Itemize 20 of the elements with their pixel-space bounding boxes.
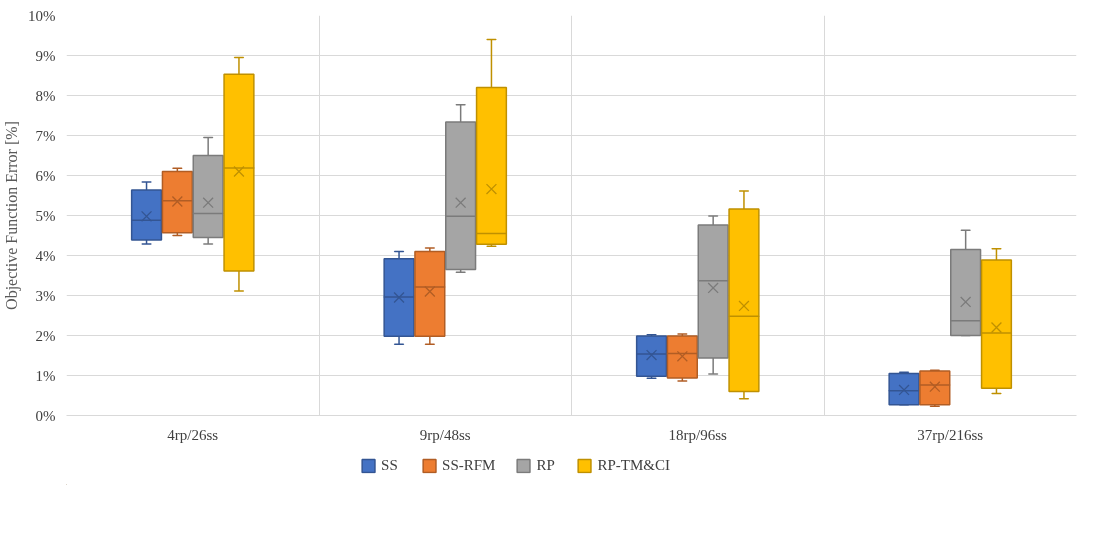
- y-tick-label: 4%: [35, 247, 56, 264]
- y-tick-label: 7%: [35, 127, 56, 144]
- x-tick-label: 4rp/26ss: [167, 426, 219, 443]
- x-tick-label: 37rp/216ss: [917, 426, 984, 443]
- y-tick-label: 2%: [35, 327, 56, 344]
- y-tick-label: 6%: [35, 167, 56, 184]
- y-tick-label: 3%: [35, 287, 56, 304]
- y-tick-label: 0%: [35, 407, 56, 424]
- legend-label: RP-TM&CI: [597, 456, 670, 474]
- x-tick-label: 18rp/96ss: [668, 426, 728, 443]
- legend-label: RP: [536, 456, 556, 474]
- y-axis-title: Objective Function Error [%]: [3, 121, 21, 310]
- x-tick-label: 9rp/48ss: [419, 426, 471, 443]
- legend-label: SS-RFM: [442, 456, 496, 474]
- y-tick-label: 9%: [35, 47, 56, 64]
- y-tick-label: 8%: [35, 87, 56, 104]
- y-tick-label: 10%: [28, 7, 56, 24]
- y-tick-label: 1%: [35, 367, 56, 384]
- legend-label: SS: [381, 456, 399, 474]
- y-tick-label: 5%: [35, 207, 56, 224]
